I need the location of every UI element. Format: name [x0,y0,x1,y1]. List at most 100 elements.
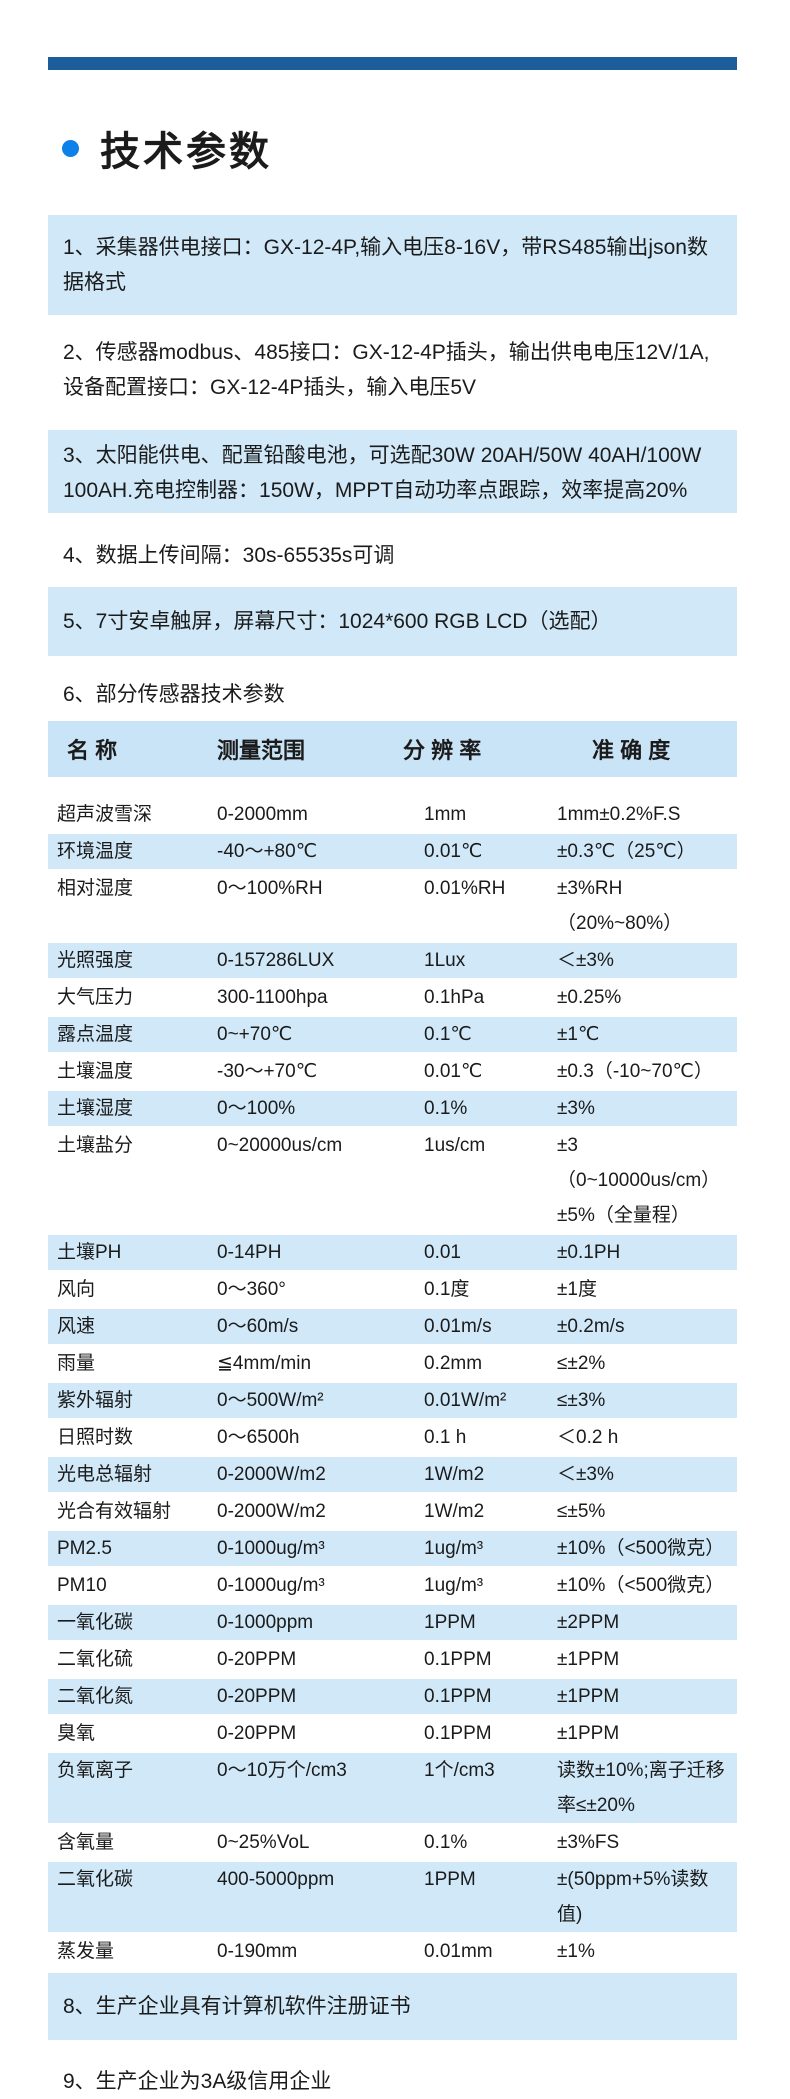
cell-name: 风向 [57,1279,96,1300]
cell-accuracy: ±1% [557,1941,595,1962]
cell-resolution: 0.1PPM [424,1723,492,1744]
cell-name: PM2.5 [57,1538,112,1559]
cell-range: 0~25%VoL [217,1832,310,1853]
table-row: 土壤温度 -30～+70℃ 0.01℃ ±0.3（-10~70℃） [48,1054,737,1089]
cell-resolution: 0.01℃ [424,841,483,862]
cell-accuracy: ±0.3（-10~70℃） [557,1061,713,1082]
cell-range: 0~+70℃ [217,1024,293,1045]
cell-resolution: 0.1 h [424,1427,467,1448]
cell-range: 0-2000W/m2 [217,1464,326,1485]
cell-resolution: 0.1hPa [424,987,485,1008]
cell-range: 0～10万个/cm3 [217,1760,347,1781]
cell-accuracy: 1mm±0.2%F.S [557,804,681,825]
cell-accuracy: ±1PPM [557,1723,620,1744]
cell-name: 光合有效辐射 [57,1501,172,1522]
column-header-accuracy: 准 确 度 [592,738,671,763]
cell-range: 300-1100hpa [217,987,328,1008]
cell-resolution: 0.1% [424,1832,468,1853]
spec-sheet: 技术参数 1、采集器供电接口：GX-12-4P,输入电压8-16V，带RS485… [48,57,737,2099]
spec-item-1: 1、采集器供电接口：GX-12-4P,输入电压8-16V，带RS485输出jso… [48,215,737,315]
cell-resolution: 1ug/m³ [424,1538,484,1559]
cell-resolution: 1W/m2 [424,1501,485,1522]
table-row: 土壤湿度 0～100% 0.1% ±3% [48,1089,737,1128]
column-header-name: 名 称 [67,738,118,763]
table-row: 超声波雪深 0-2000mm 1mm 1mm±0.2%F.S [48,797,737,832]
table-row: 相对湿度 0～100%RH 0.01%RH ±3%RH（20%~80%） [48,871,737,941]
table-row: 日照时数 0～6500h 0.1 h ＜0.2 h [48,1420,737,1455]
table-row: 光合有效辐射 0-2000W/m2 1W/m2 ≤±5% [48,1494,737,1529]
cell-name: PM10 [57,1575,107,1596]
cell-name: 二氧化碳 [57,1869,134,1890]
cell-resolution: 0.01mm [424,1941,493,1962]
cell-resolution: 1us/cm [424,1135,486,1156]
cell-name: 土壤PH [57,1242,122,1263]
cell-resolution: 0.01%RH [424,878,506,899]
cell-range: ≦4mm/min [217,1353,312,1374]
cell-range: 0-2000mm [217,804,308,825]
spec-item-5: 5、7寸安卓触屏，屏幕尺寸：1024*600 RGB LCD（选配） [48,587,737,656]
cell-range: 0～100% [217,1098,296,1119]
cell-range: 0～500W/m² [217,1390,324,1411]
cell-range: 0-157286LUX [217,950,335,971]
bullet-icon [62,139,79,157]
table-row: 二氧化氮 0-20PPM 0.1PPM ±1PPM [48,1677,737,1716]
cell-range: 0～60m/s [217,1316,299,1337]
table-row: PM2.5 0-1000ug/m³ 1ug/m³ ±10%（<500微克） [48,1529,737,1568]
cell-accuracy: ±3%FS [557,1832,620,1853]
column-header-resolution: 分 辨 率 [403,738,482,763]
cell-name: 紫外辐射 [57,1390,134,1411]
cell-accuracy: ±0.1PH [557,1242,621,1263]
section-title-row: 技术参数 [48,122,737,174]
column-header-range: 测量范围 [217,738,306,763]
cell-range: 0-1000ug/m³ [217,1538,325,1559]
cell-resolution: 0.01m/s [424,1316,492,1337]
cell-name: 相对湿度 [57,878,134,899]
cell-accuracy: ＜±3% [557,950,614,971]
cell-accuracy: ±1℃ [557,1024,600,1045]
cell-resolution: 1ug/m³ [424,1575,484,1596]
cell-accuracy: ≤±2% [557,1353,606,1374]
spec-table-body: 超声波雪深 0-2000mm 1mm 1mm±0.2%F.S 环境温度 -40～… [48,797,737,1969]
cell-accuracy: ≤±5% [557,1501,606,1522]
cell-name: 雨量 [57,1353,96,1374]
table-row: 二氧化硫 0-20PPM 0.1PPM ±1PPM [48,1642,737,1677]
table-row: 负氧离子 0～10万个/cm3 1个/cm3 读数±10%;离子迁移率≤±20% [48,1751,737,1825]
cell-name: 臭氧 [57,1723,96,1744]
cell-resolution: 1Lux [424,950,466,971]
cell-name: 日照时数 [57,1427,134,1448]
cell-name: 大气压力 [57,987,134,1008]
table-row: PM10 0-1000ug/m³ 1ug/m³ ±10%（<500微克） [48,1568,737,1603]
cell-name: 土壤盐分 [57,1135,134,1156]
cell-accuracy: ±1PPM [557,1686,620,1707]
cell-range: 0-14PH [217,1242,282,1263]
accent-bar [48,57,737,70]
cell-accuracy: ≤±3% [557,1390,606,1411]
cell-accuracy: ±10%（<500微克） [557,1575,725,1596]
spec-item-8: 8、生产企业具有计算机软件注册证书 [48,1973,737,2040]
cell-name: 超声波雪深 [57,804,153,825]
table-row: 紫外辐射 0～500W/m² 0.01W/m² ≤±3% [48,1381,737,1420]
cell-resolution: 0.01℃ [424,1061,483,1082]
table-row: 蒸发量 0-190mm 0.01mm ±1% [48,1934,737,1969]
cell-name: 土壤温度 [57,1061,134,1082]
cell-range: 0-20PPM [217,1723,297,1744]
cell-resolution: 0.01W/m² [424,1390,507,1411]
spec-item-3: 3、太阳能供电、配置铅酸电池，可选配30W 20AH/50W 40AH/100W… [48,430,737,513]
cell-name: 环境温度 [57,841,134,862]
cell-accuracy: ±0.25% [557,987,622,1008]
cell-range: 0-1000ppm [217,1612,314,1633]
table-row: 一氧化碳 0-1000ppm 1PPM ±2PPM [48,1603,737,1642]
cell-resolution: 0.2mm [424,1353,483,1374]
cell-resolution: 0.1度 [424,1279,470,1300]
cell-range: 0-2000W/m2 [217,1501,326,1522]
cell-range: 0～6500h [217,1427,300,1448]
spec-item-2: 2、传感器modbus、485接口：GX-12-4P插头，输出供电电压12V/1… [63,341,710,399]
cell-accuracy: ±10%（<500微克） [557,1538,725,1559]
cell-accuracy: ±1度 [557,1279,597,1300]
cell-resolution: 1个/cm3 [424,1760,495,1781]
cell-range: 0～360° [217,1279,286,1300]
cell-resolution: 0.1℃ [424,1024,472,1045]
cell-resolution: 1PPM [424,1869,476,1890]
table-row: 土壤PH 0-14PH 0.01 ±0.1PH [48,1233,737,1272]
cell-name: 负氧离子 [57,1760,134,1781]
